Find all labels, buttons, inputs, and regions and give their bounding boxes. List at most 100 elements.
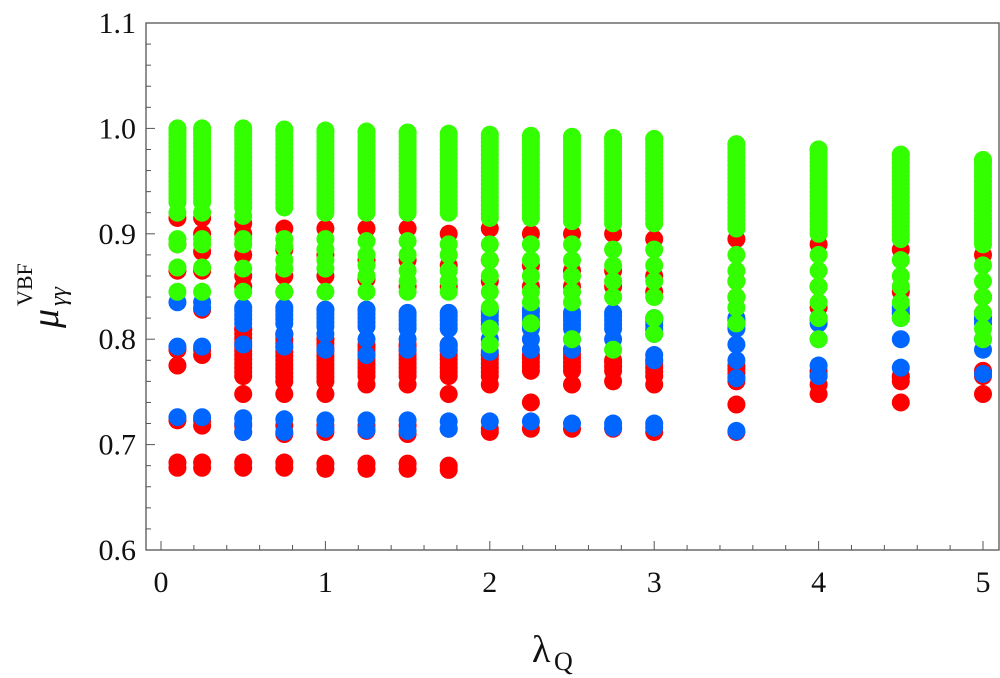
- data-point-blue: [316, 324, 335, 343]
- data-point-red: [357, 459, 376, 478]
- data-point-blue: [275, 337, 294, 356]
- data-point-green: [891, 251, 910, 270]
- data-point-green: [809, 277, 828, 296]
- data-point-blue: [727, 369, 746, 388]
- x-tick-label: 3: [647, 566, 662, 599]
- data-point-blue: [193, 408, 212, 427]
- data-point-green: [168, 282, 187, 301]
- data-point-blue: [645, 418, 664, 437]
- data-point-green: [563, 293, 581, 312]
- data-point-blue: [727, 351, 746, 370]
- y-tick-label: 0.8: [99, 323, 137, 356]
- data-point-green: [234, 235, 253, 254]
- data-point-green: [521, 126, 540, 145]
- data-point-red: [275, 458, 294, 477]
- data-point-green: [357, 266, 376, 285]
- data-point-green: [480, 266, 499, 285]
- data-point-green: [480, 319, 499, 338]
- data-point-blue: [521, 412, 540, 431]
- data-point-blue: [316, 340, 335, 359]
- data-point-green: [645, 256, 664, 275]
- x-axis-label-sub: Q: [554, 647, 573, 676]
- x-axis-label: λ Q: [532, 629, 573, 676]
- y-tick-labels: 0.6 0.7 0.8 0.9 1.0 1.1: [99, 7, 137, 567]
- data-point-green: [480, 335, 499, 354]
- data-point-green: [398, 123, 417, 142]
- y-axis-label-sub: γγ: [46, 287, 72, 306]
- data-point-green: [974, 272, 992, 291]
- y-axis-label-sup: VBF: [12, 263, 37, 306]
- data-point-green: [168, 258, 187, 277]
- axis-ticks: [146, 22, 984, 551]
- data-point-green: [193, 203, 212, 222]
- data-point-red: [357, 219, 376, 238]
- data-point-green: [193, 119, 212, 138]
- data-point-green: [727, 245, 746, 264]
- data-point-blue: [480, 412, 499, 431]
- data-point-green: [521, 266, 540, 285]
- data-point-green: [480, 251, 499, 270]
- data-point-red: [234, 458, 253, 477]
- data-point-red: [480, 375, 499, 394]
- data-point-red: [439, 460, 458, 479]
- data-point-green: [275, 259, 294, 278]
- y-tick-label: 1.1: [99, 7, 137, 40]
- data-point-red: [398, 375, 417, 394]
- data-point-green: [645, 309, 664, 328]
- data-point-green: [563, 266, 581, 285]
- data-point-blue: [316, 300, 335, 319]
- data-point-blue: [168, 337, 187, 356]
- data-point-green: [604, 288, 623, 307]
- data-point-blue: [727, 421, 746, 440]
- data-points: [168, 119, 992, 479]
- data-point-red: [809, 385, 828, 404]
- series-green: [168, 119, 992, 359]
- data-point-green: [645, 129, 664, 148]
- data-point-green: [727, 272, 746, 291]
- data-point-green: [234, 206, 253, 225]
- data-point-red: [727, 395, 746, 414]
- data-point-blue: [275, 298, 294, 317]
- data-point-red: [168, 458, 187, 477]
- data-point-blue: [234, 298, 253, 317]
- data-point-red: [275, 385, 294, 404]
- data-point-green: [521, 251, 540, 270]
- data-point-blue: [357, 300, 376, 319]
- y-tick-label: 1.0: [99, 112, 137, 145]
- data-point-red: [357, 375, 376, 394]
- data-point-blue: [193, 337, 212, 356]
- data-point-green: [809, 140, 828, 159]
- data-point-green: [480, 282, 499, 301]
- y-tick-label: 0.9: [99, 218, 137, 251]
- data-point-green: [521, 314, 540, 333]
- data-point-blue: [563, 414, 581, 433]
- data-point-blue: [809, 367, 828, 386]
- data-point-blue: [398, 340, 417, 359]
- data-point-blue: [727, 335, 746, 354]
- data-point-blue: [439, 340, 458, 359]
- data-point-green: [604, 128, 623, 147]
- data-point-blue: [357, 420, 376, 439]
- data-point-green: [193, 235, 212, 254]
- data-point-blue: [891, 330, 910, 349]
- data-point-red: [316, 385, 335, 404]
- data-point-green: [357, 282, 376, 301]
- data-point-green: [275, 282, 294, 301]
- data-point-green: [727, 135, 746, 154]
- data-point-blue: [193, 298, 212, 317]
- data-point-green: [480, 125, 499, 144]
- data-point-green: [563, 127, 581, 146]
- data-point-green: [480, 298, 499, 317]
- data-point-blue: [974, 364, 992, 383]
- data-point-green: [193, 258, 212, 277]
- data-point-green: [480, 235, 499, 254]
- data-point-green: [891, 309, 910, 328]
- data-point-blue: [275, 410, 294, 429]
- data-point-green: [974, 256, 992, 275]
- y-tick-label: 0.7: [99, 429, 137, 462]
- data-point-red: [563, 375, 581, 394]
- data-point-green: [604, 340, 623, 359]
- data-point-blue: [398, 421, 417, 440]
- data-point-green: [809, 330, 828, 349]
- data-point-green: [727, 314, 746, 333]
